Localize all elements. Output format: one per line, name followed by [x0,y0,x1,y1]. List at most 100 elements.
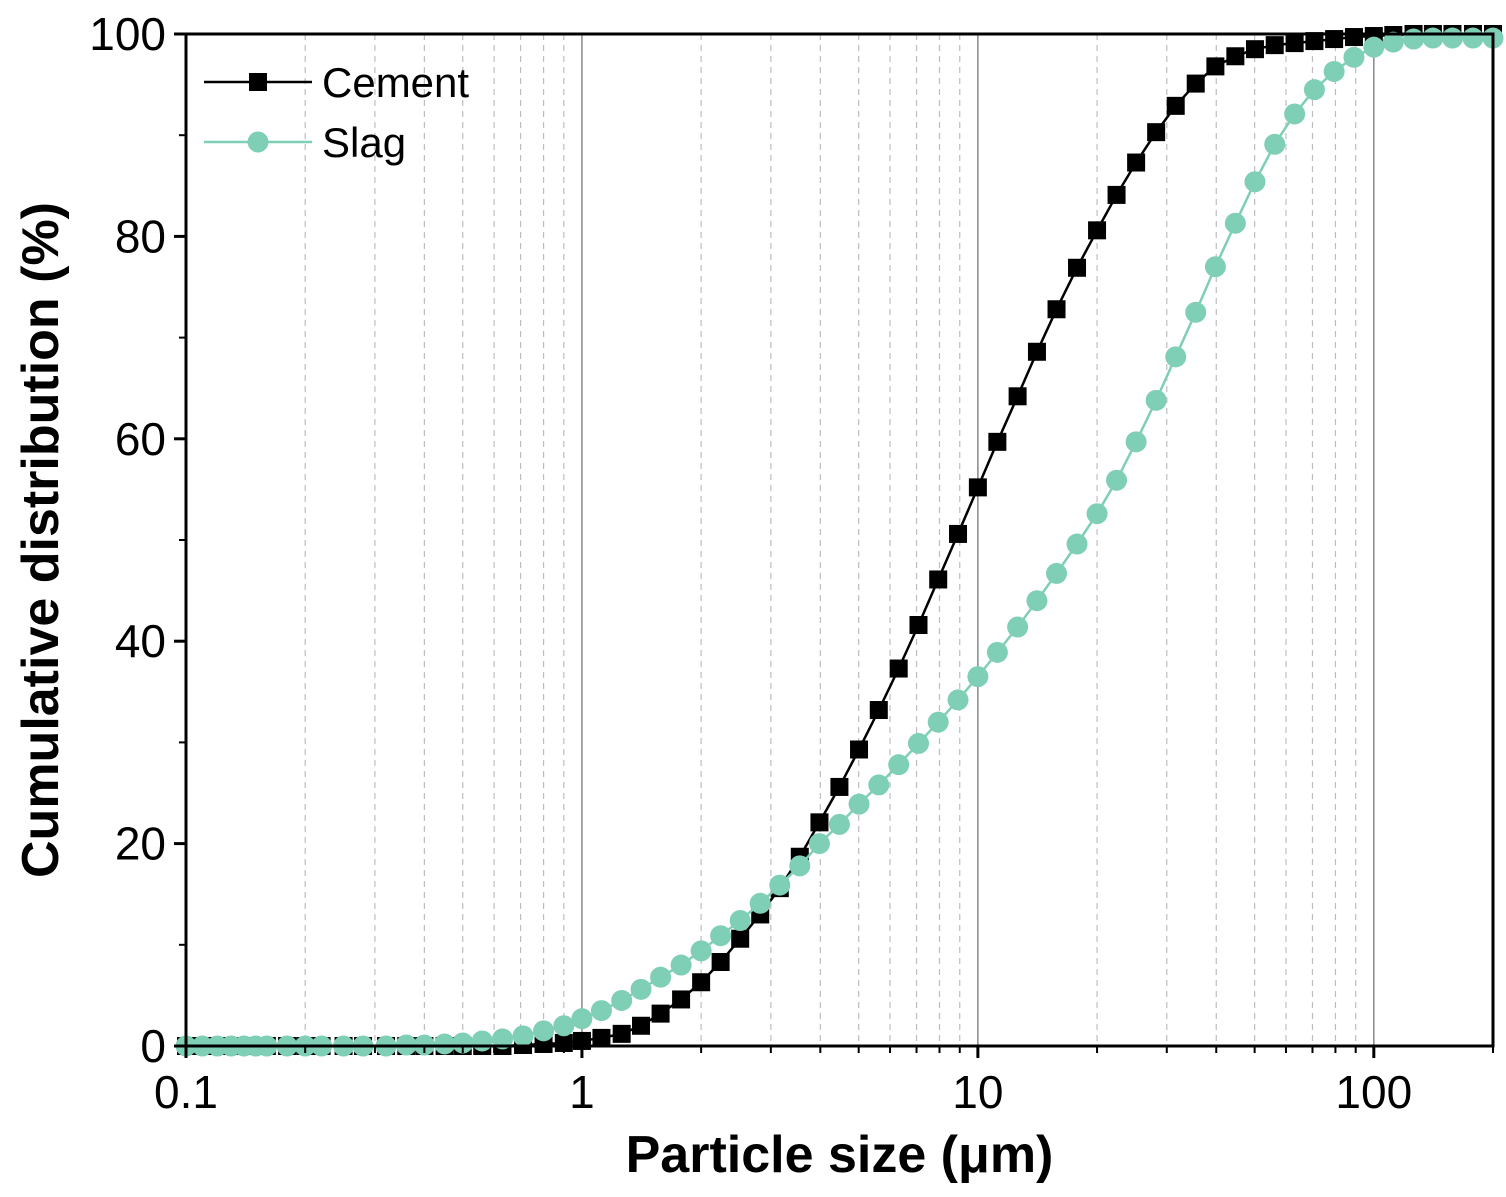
data-point-slag [1382,31,1404,53]
data-point-slag [1323,60,1345,82]
data-point-slag [1462,27,1484,49]
data-point-slag [1441,27,1463,49]
data-point-slag [1185,301,1207,323]
axis-ticks [174,32,1494,1058]
data-point-cement [1127,153,1146,172]
data-point-slag [749,892,771,914]
data-point-slag [1204,256,1226,278]
data-point-slag [927,711,949,733]
data-point-slag [650,966,672,988]
data-point-cement [1147,123,1166,142]
data-point-cement [1027,342,1046,361]
data-point-slag [491,1028,513,1050]
data-point-cement [988,432,1007,451]
data-point-slag [967,666,989,688]
data-point-slag [1066,533,1088,555]
data-point-slag [1125,431,1147,453]
data-point-slag [670,954,692,976]
data-point-slag [888,754,910,776]
plot-frame [184,32,1495,1048]
data-point-slag [1343,46,1365,68]
legend-marker-slag [247,131,269,153]
x-tick-label: 1 [569,1066,595,1118]
data-point-slag [434,1033,456,1055]
data-point-slag [986,641,1008,663]
legend-label-cement: Cement [322,59,469,106]
y-tick-label: 80 [115,210,166,262]
data-point-cement [1344,28,1363,47]
data-point-cement [1166,96,1185,115]
data-point-cement [1008,387,1027,406]
data-point-cement [889,659,908,678]
y-axis-title: Cumulative distribution (%) [12,202,70,878]
data-point-cement [1186,74,1205,93]
data-point-slag [1363,36,1385,58]
tick-labels: 0.1 1 10 100 0 20 40 60 80 100 [89,8,1412,1118]
data-point-slag [907,732,929,754]
data-point-slag [769,874,791,896]
data-point-slag [452,1032,474,1054]
data-point-slag [1086,503,1108,525]
data-point-cement [810,813,829,832]
data-point-cement [1265,36,1284,55]
y-tick-label: 0 [140,1020,166,1072]
data-point-cement [1206,57,1225,76]
series-cement [177,25,1502,1055]
data-point-slag [1244,171,1266,193]
data-point-cement [1107,185,1126,204]
x-tick-label: 100 [1335,1066,1412,1118]
y-tick-label: 100 [89,8,166,60]
data-point-cement [1285,34,1304,53]
data-point-slag [1026,590,1048,612]
series-line-slag [186,36,1493,1048]
data-point-cement [672,990,691,1009]
y-tick-label: 60 [115,413,166,465]
data-point-slag [868,774,890,796]
data-point-slag [808,833,830,855]
data-point-slag [1284,103,1306,125]
data-point-cement [651,1004,670,1023]
data-point-slag [611,989,633,1011]
data-point-slag [1264,133,1286,155]
data-point-slag [512,1025,534,1047]
x-axis-title: Particle size (μm) [626,1126,1054,1184]
series-line-cement [186,32,1493,1048]
y-tick-label: 20 [115,818,166,870]
data-point-slag [1145,389,1167,411]
data-point-slag [1007,616,1029,638]
data-point-cement [612,1024,631,1043]
data-point-slag [553,1015,575,1037]
data-point-slag [1224,212,1246,234]
data-point-cement [968,478,987,497]
data-point-slag [1165,346,1187,368]
data-point-cement [850,740,869,759]
data-point-slag [1422,27,1444,49]
data-point-cement [1088,221,1107,240]
data-point-slag [828,813,850,835]
data-point-slag [729,910,751,932]
data-point-cement [711,953,730,972]
data-point-slag [1046,562,1068,584]
data-point-slag [789,855,811,877]
data-point-slag [1403,28,1425,50]
data-point-slag [947,689,969,711]
legend-label-slag: Slag [322,119,406,166]
data-point-slag [848,793,870,815]
data-point-cement [692,973,711,992]
legend: Cement Slag [204,59,469,166]
data-point-cement [830,777,849,796]
data-point-slag [710,925,732,947]
data-point-slag [1106,469,1128,491]
data-point-slag [590,1000,612,1022]
x-tick-label: 0.1 [154,1066,218,1118]
y-tick-label: 40 [115,615,166,667]
data-point-slag [690,940,712,962]
grid-lines [304,34,1494,1046]
data-point-cement [1068,258,1087,277]
data-point-cement [869,701,888,720]
legend-marker-cement [249,73,267,91]
data-point-slag [471,1030,493,1052]
data-point-cement [632,1016,651,1035]
data-point-cement [909,616,928,635]
